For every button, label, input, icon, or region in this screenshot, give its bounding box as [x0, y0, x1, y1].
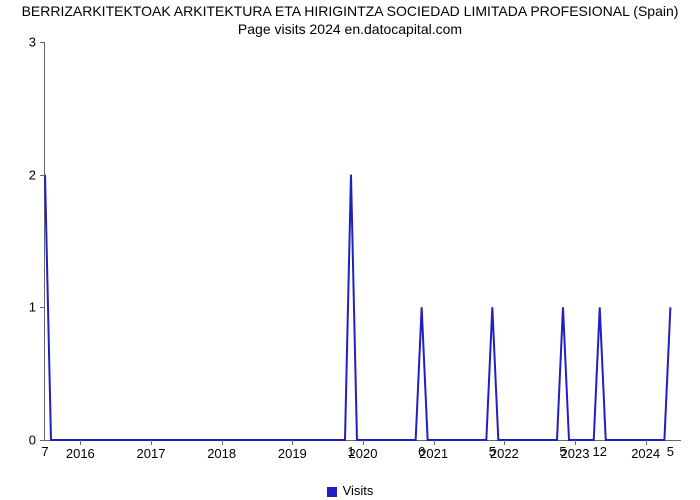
legend-marker — [327, 487, 337, 497]
x-tick-mark — [222, 440, 223, 445]
x-tick-mark — [80, 440, 81, 445]
x-tick-mark — [434, 440, 435, 445]
legend: Visits — [0, 483, 700, 498]
peak-label: 7 — [41, 444, 48, 459]
y-tick-label: 2 — [0, 167, 36, 182]
chart-title: BERRIZARKITEKTOAK ARKITEKTURA ETA HIRIGI… — [0, 2, 700, 38]
line-path — [45, 175, 670, 440]
x-tick-mark — [646, 440, 647, 445]
x-tick-mark — [292, 440, 293, 445]
x-tick-mark — [363, 440, 364, 445]
line-series — [45, 42, 681, 440]
x-tick-label: 2019 — [278, 446, 307, 461]
peak-label: 5 — [559, 444, 566, 459]
chart-container: BERRIZARKITEKTOAK ARKITEKTURA ETA HIRIGI… — [0, 0, 700, 500]
x-tick-mark — [575, 440, 576, 445]
peak-label: 1 — [347, 444, 354, 459]
peak-label: 5 — [667, 444, 674, 459]
x-tick-mark — [151, 440, 152, 445]
x-tick-label: 2017 — [137, 446, 166, 461]
y-tick-label: 1 — [0, 300, 36, 315]
x-tick-mark — [504, 440, 505, 445]
x-tick-label: 2024 — [631, 446, 660, 461]
legend-label: Visits — [343, 483, 374, 498]
peak-label: 12 — [592, 444, 606, 459]
y-tick-mark — [40, 175, 45, 176]
y-tick-label: 3 — [0, 35, 36, 50]
peak-label: 5 — [489, 444, 496, 459]
y-tick-mark — [40, 307, 45, 308]
plot-area: 201620172018201920202021202220232024 716… — [44, 42, 681, 441]
y-tick-mark — [40, 42, 45, 43]
x-tick-label: 2016 — [66, 446, 95, 461]
y-tick-label: 0 — [0, 433, 36, 448]
y-tick-mark — [40, 440, 45, 441]
x-tick-label: 2018 — [207, 446, 236, 461]
peak-label: 6 — [418, 444, 425, 459]
